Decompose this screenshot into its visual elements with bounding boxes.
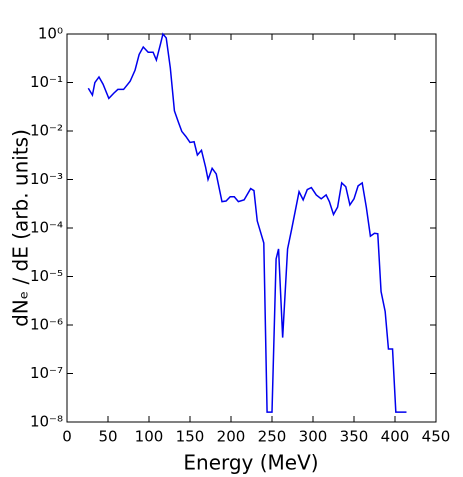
x-tick-label: 250	[258, 428, 287, 446]
x-tick-label: 350	[340, 428, 369, 446]
x-axis-label: Energy (MeV)	[183, 451, 318, 475]
x-tick-label: 200	[217, 428, 246, 446]
data-line	[87, 32, 407, 413]
y-tick-label: 10⁻²	[30, 122, 63, 140]
y-tick-label: 10⁻³	[30, 170, 63, 188]
x-tick-label: 50	[98, 428, 117, 446]
y-axis-label: dNₑ / dE (arb. units)	[9, 129, 33, 327]
y-tick-label: 10⁻⁵	[30, 267, 63, 285]
x-tick-label: 300	[299, 428, 328, 446]
y-tick-label: 10⁻⁸	[30, 413, 63, 431]
y-tick-label: 10⁻⁶	[30, 316, 63, 334]
y-tick-label: 10⁻⁴	[30, 219, 63, 237]
x-tick-label: 400	[381, 428, 410, 446]
x-tick-label: 450	[422, 428, 451, 446]
y-tick-label: 10⁻⁷	[30, 364, 63, 382]
x-tick-label: 0	[62, 428, 72, 446]
x-tick-label: 100	[135, 428, 164, 446]
plot-frame	[66, 33, 437, 423]
y-tick-label: 10⁰	[38, 25, 63, 43]
x-tick-label: 150	[176, 428, 205, 446]
y-tick-label: 10⁻¹	[30, 73, 63, 91]
